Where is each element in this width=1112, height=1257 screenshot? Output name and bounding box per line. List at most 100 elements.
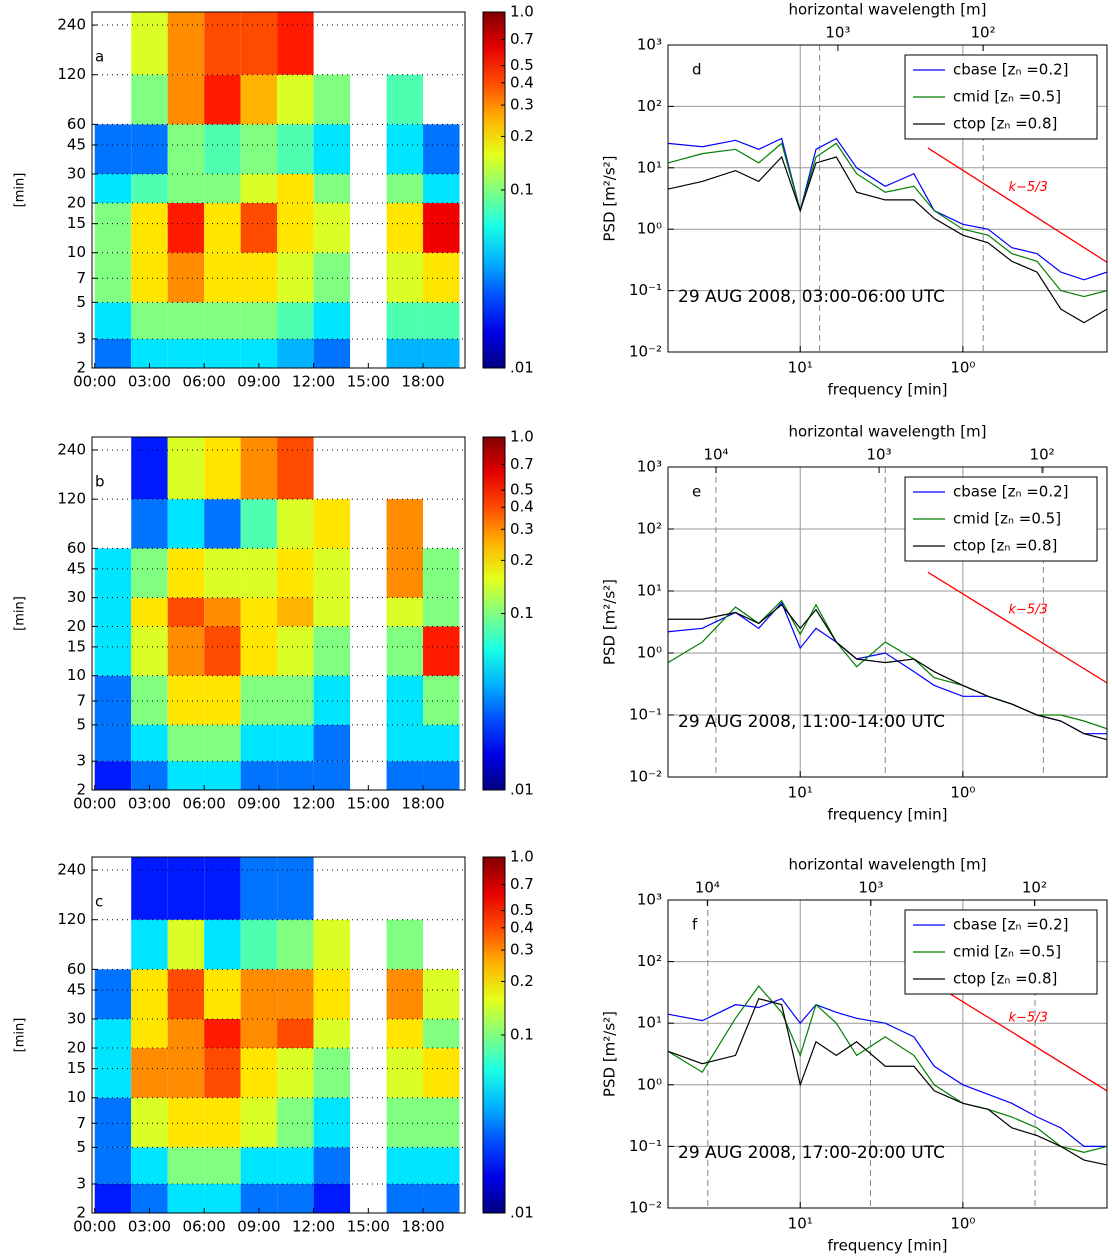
heat-cell (94, 626, 132, 676)
heat-cell (240, 12, 278, 75)
series-line (668, 142, 1107, 298)
y-tick-label: 120 (57, 65, 86, 83)
heat-cell (386, 203, 424, 253)
colorbar-tick-label: 1.0 (510, 428, 534, 446)
heat-cell (423, 338, 460, 368)
colorbar-tick-label: 1.0 (510, 3, 534, 21)
legend-label: ctop [zₙ =0.8] (953, 970, 1057, 988)
heat-cell (277, 597, 314, 627)
x-tick-label: 18:00 (401, 795, 444, 813)
heat-cell (277, 499, 314, 549)
colorbar-tick-label: 0.2 (510, 551, 534, 569)
heat-cell (131, 1097, 168, 1148)
heat-cell (240, 1048, 278, 1098)
heat-cell (277, 203, 314, 253)
heat-cell (240, 626, 278, 676)
colorbar-tick-label: 0.5 (510, 901, 534, 919)
y-axis-label: PSD [m²/s²] (601, 579, 619, 665)
x2-tick-label: 10⁴ (703, 446, 728, 464)
colorbar-tick-label: 0.2 (510, 972, 534, 990)
x-tick-label: 12:00 (292, 373, 335, 391)
y-tick-label: 3 (76, 1174, 86, 1192)
heat-cell (423, 1019, 460, 1049)
heat-cell (204, 675, 241, 725)
heat-cell (240, 724, 278, 762)
legend-label: ctop [zₙ =0.8] (953, 115, 1057, 133)
heat-cell (277, 437, 314, 500)
heat-cell (131, 499, 168, 549)
heat-cell (386, 338, 424, 368)
series-line (668, 155, 1107, 324)
reference-label: k−5/3 (1009, 603, 1048, 618)
heat-cell (277, 74, 314, 125)
heat-cell (94, 203, 132, 253)
y-tick-label: 10¹ (637, 582, 662, 600)
heat-cell (131, 302, 168, 339)
panel-label: d (692, 61, 702, 79)
y-axis-label: [min] (13, 173, 28, 208)
y-tick-label: 10 (67, 243, 86, 261)
heat-cell (386, 724, 424, 762)
heat-cell (204, 302, 241, 339)
heat-cell (94, 124, 132, 175)
heat-cell (386, 302, 424, 339)
heat-cell (131, 437, 168, 500)
x2-tick-label: 10² (1022, 879, 1047, 897)
x-tick-label: 00:00 (73, 1218, 116, 1236)
colorbar-tick-label: 1.0 (510, 848, 534, 866)
heat-cell (240, 499, 278, 549)
heat-cell (313, 252, 351, 303)
y-tick-label: 120 (57, 910, 86, 928)
heat-cell (277, 675, 314, 725)
heat-cell (423, 1147, 460, 1184)
heat-cell (277, 1019, 314, 1049)
heat-cell (204, 12, 241, 75)
plot-frame (91, 856, 466, 1214)
legend-label: cmid [zₙ =0.5] (953, 943, 1061, 961)
heat-cell (277, 1147, 314, 1184)
x2-tick-label: 10³ (867, 446, 892, 464)
y-tick-label: 7 (76, 1114, 86, 1132)
y-tick-label: 45 (67, 559, 86, 577)
heat-cell (94, 761, 132, 790)
heat-cell (240, 969, 278, 1020)
y-tick-label: 20 (67, 1039, 86, 1057)
annotation: 29 AUG 2008, 03:00-06:00 UTC (678, 287, 945, 307)
heat-cell (313, 675, 351, 725)
heat-cell (94, 724, 132, 762)
heat-cell (423, 124, 460, 175)
heat-cell (131, 74, 168, 125)
x-tick-label: 03:00 (128, 373, 171, 391)
heat-cell (167, 203, 205, 253)
y-tick-label: 10³ (637, 36, 662, 54)
heat-cell (240, 1019, 278, 1049)
heat-cell (167, 174, 205, 204)
heat-cell (167, 857, 205, 920)
x-tick-label: 10⁰ (950, 784, 975, 802)
colorbar-tick-label: 0.7 (510, 30, 534, 48)
heat-cell (131, 857, 168, 920)
y-axis-label: [min] (13, 596, 28, 631)
heat-cell (94, 338, 132, 368)
heat-cell (204, 626, 241, 676)
heat-cell (240, 437, 278, 500)
y-tick-label: 30 (67, 165, 86, 183)
heat-cell (277, 252, 314, 303)
heat-cell (167, 302, 205, 339)
heat-cell (313, 724, 351, 762)
series-line (668, 985, 1107, 1153)
panel-label: b (95, 473, 105, 491)
heat-cell (94, 1097, 132, 1148)
heat-cell (423, 626, 460, 676)
y-tick-label: 2 (76, 781, 86, 799)
y-tick-label: 5 (76, 293, 86, 311)
y-tick-label: 20 (67, 617, 86, 635)
y-tick-label: 240 (57, 16, 86, 34)
heat-cell (204, 1183, 241, 1213)
heat-cell (423, 252, 460, 303)
legend-label: cbase [zₙ =0.2] (953, 61, 1069, 79)
y-tick-label: 60 (67, 115, 86, 133)
y-tick-label: 10³ (637, 891, 662, 909)
heat-cell (277, 724, 314, 762)
heat-cell (386, 74, 424, 125)
